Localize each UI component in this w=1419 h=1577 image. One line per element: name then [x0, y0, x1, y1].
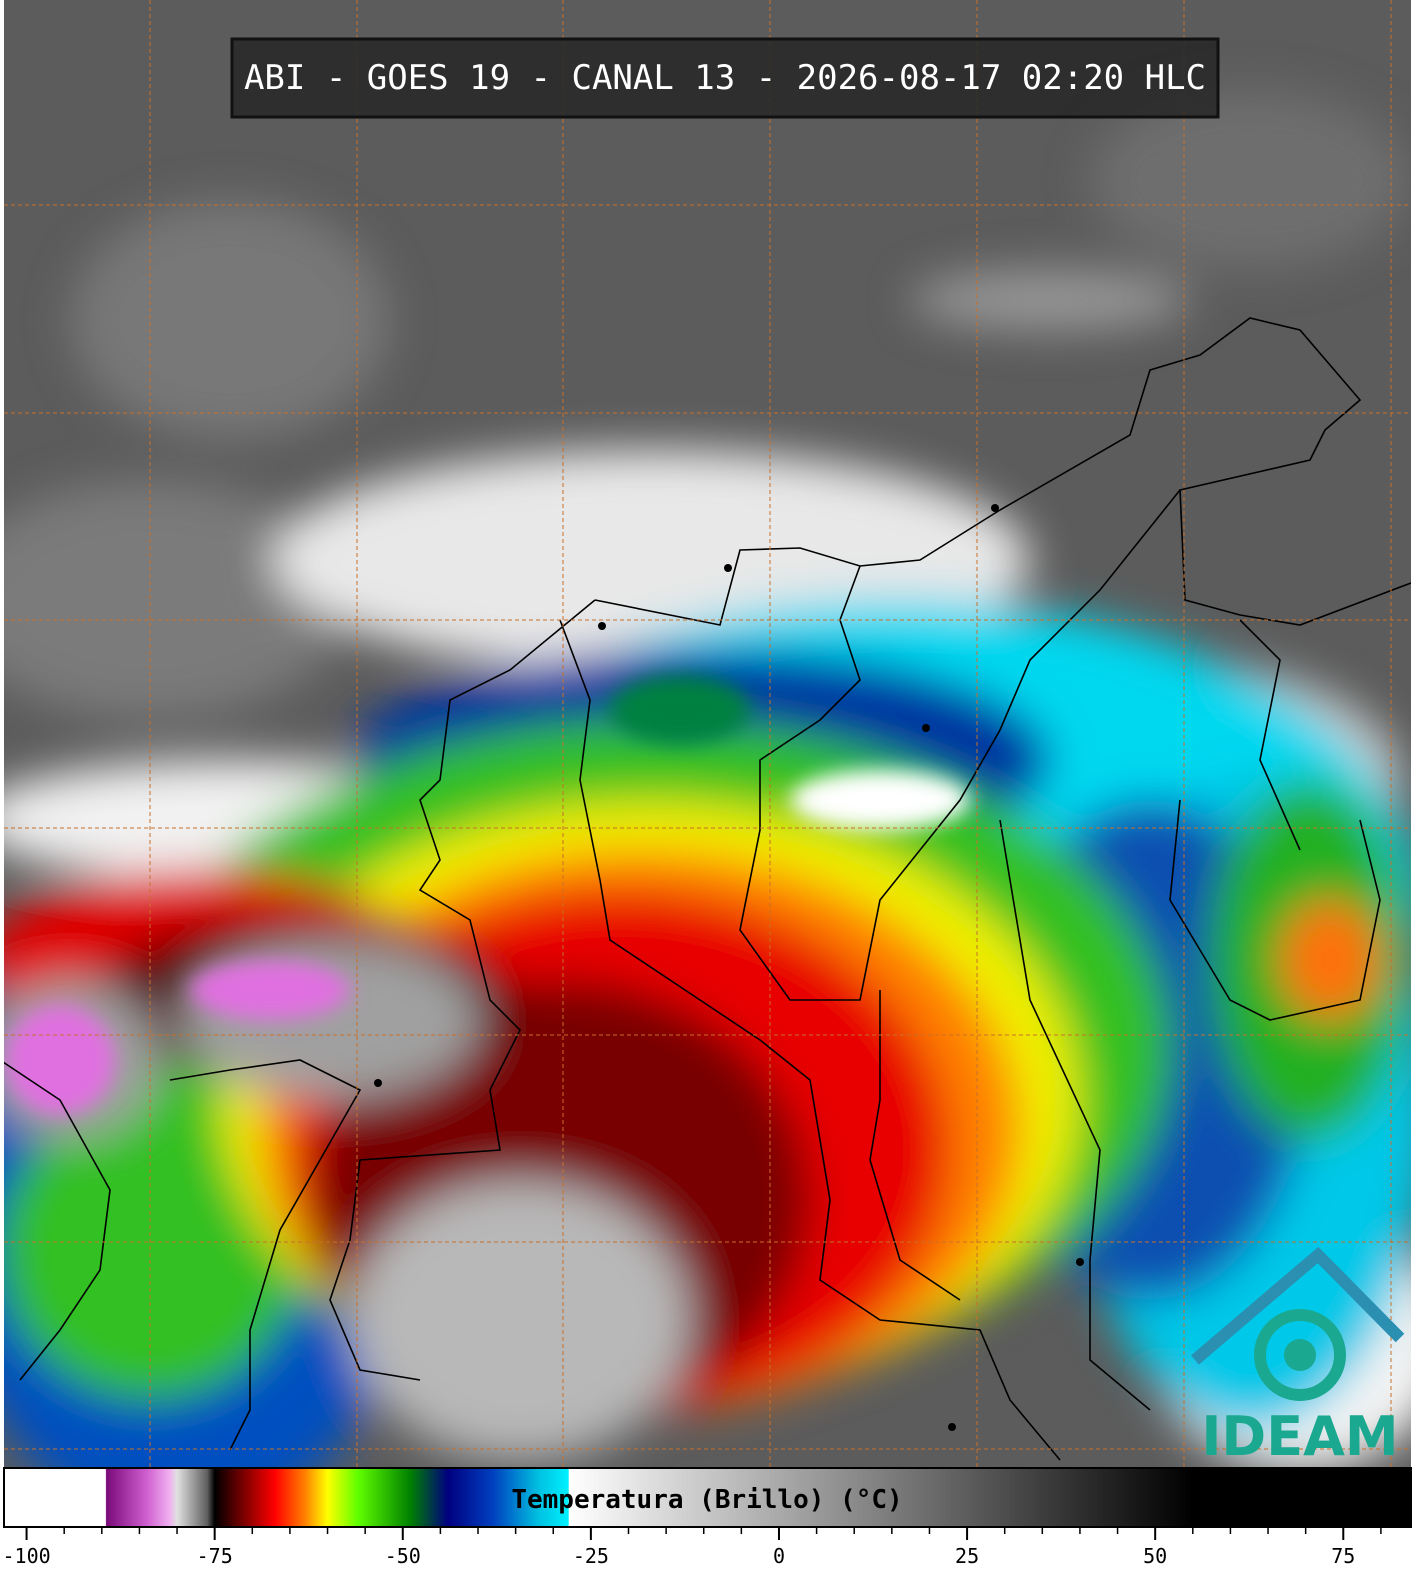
- title-box: [230, 37, 1220, 119]
- tick-label: -75: [197, 1544, 233, 1568]
- colorbar-label: Temperatura (Brillo) (°C): [511, 1485, 902, 1515]
- logo: IDEAM: [1191, 1246, 1405, 1468]
- tick-label: 0: [773, 1544, 785, 1568]
- map-grid: [4, 0, 1411, 1468]
- tick-label: 25: [955, 1544, 979, 1568]
- logo-text: IDEAM: [1201, 1405, 1398, 1468]
- satellite-image: IDEAM: [4, 0, 1411, 1468]
- tick-label: -100: [2, 1544, 50, 1568]
- title: ABI - GOES 19 - CANAL 13 - 2026-08-17 02…: [244, 58, 1206, 98]
- colorbar: [3, 1467, 1412, 1528]
- tick-label: 50: [1143, 1544, 1167, 1568]
- tick-label: -25: [573, 1544, 609, 1568]
- tick-label: -50: [385, 1544, 421, 1568]
- tick-label: 75: [1331, 1544, 1355, 1568]
